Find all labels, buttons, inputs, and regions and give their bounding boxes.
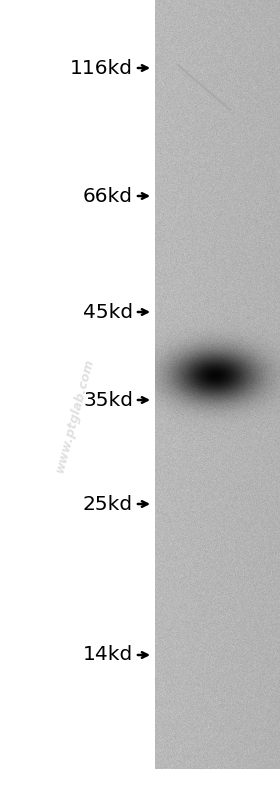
Text: 45kd: 45kd <box>83 303 133 321</box>
Text: www.ptglab.com: www.ptglab.com <box>53 357 96 474</box>
Text: 14kd: 14kd <box>83 646 133 665</box>
Text: 35kd: 35kd <box>83 391 133 410</box>
Text: 66kd: 66kd <box>83 186 133 205</box>
Text: 116kd: 116kd <box>70 58 133 78</box>
Text: 25kd: 25kd <box>83 495 133 514</box>
